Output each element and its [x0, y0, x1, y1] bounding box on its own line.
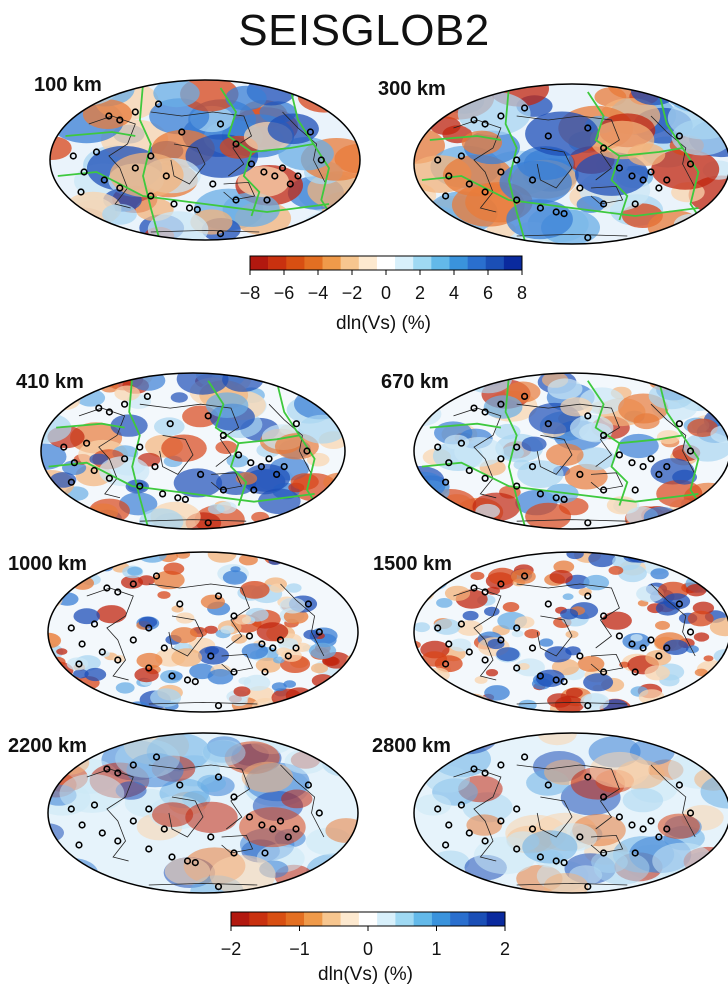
- colorbar-segment: [268, 256, 286, 270]
- colorbar-top-unit: dln(Vs) (%): [336, 313, 431, 335]
- colorbar-tick-label: 2: [500, 939, 510, 959]
- colorbar-tick-label: 0: [381, 283, 391, 303]
- map-panel-1: [384, 67, 728, 249]
- velocity-anomaly-field: [397, 364, 728, 537]
- colorbar-segment: [322, 912, 341, 926]
- colorbar-segment: [486, 256, 504, 270]
- colorbar-tick-label: 2: [415, 283, 425, 303]
- colorbar-tick-label: 1: [431, 939, 441, 959]
- colorbar-segment: [432, 912, 451, 926]
- colorbar-segment: [359, 256, 377, 270]
- map-panel-7: [414, 717, 728, 912]
- colorbar-1: −2 −1 0 1 2: [221, 912, 510, 959]
- colorbar-segment: [413, 256, 431, 270]
- colorbar-segment: [487, 912, 506, 926]
- colorbar-tick-label: −8: [240, 283, 261, 303]
- colorbar-segment: [468, 912, 487, 926]
- colorbar-segment: [250, 256, 268, 270]
- colorbar-0: −8 −6 −4 −2 0 2 4 6 8: [240, 256, 527, 303]
- colorbar-segment: [395, 256, 413, 270]
- colorbar-segment: [304, 912, 323, 926]
- map-panel-0: [28, 62, 384, 248]
- colorbar-segment: [359, 912, 378, 926]
- map-panel-5: [405, 543, 728, 718]
- colorbar-tick-label: −1: [289, 939, 310, 959]
- colorbar-tick-label: −6: [274, 283, 295, 303]
- colorbar-segment: [323, 256, 341, 270]
- colorbar-segment: [249, 912, 268, 926]
- map-panel-3: [397, 364, 728, 537]
- colorbar-tick-label: 0: [363, 939, 373, 959]
- colorbar-segment: [231, 912, 250, 926]
- colorbar-segment: [395, 912, 414, 926]
- colorbar-segment: [414, 912, 433, 926]
- map-panel-4: [35, 545, 368, 719]
- colorbar-segment: [431, 256, 449, 270]
- colorbar-tick-label: −2: [221, 939, 242, 959]
- colorbar-tick-label: 8: [517, 283, 527, 303]
- colorbar-segment: [449, 256, 467, 270]
- colorbar-segment: [286, 256, 304, 270]
- map-panel-2: [21, 359, 358, 537]
- colorbar-segment: [286, 912, 305, 926]
- map-panel-6: [30, 726, 367, 907]
- colorbar-segment: [304, 256, 322, 270]
- colorbar-tick-label: −2: [342, 283, 363, 303]
- colorbar-segment: [341, 256, 359, 270]
- colorbar-segment: [268, 912, 287, 926]
- colorbar-segment: [377, 912, 396, 926]
- colorbar-tick-label: 6: [483, 283, 493, 303]
- maps-layer: [21, 62, 728, 911]
- colorbar-bottom-unit: dln(Vs) (%): [318, 964, 413, 986]
- colorbar-segment: [377, 256, 395, 270]
- colorbar-segment: [504, 256, 522, 270]
- colorbar-tick-label: 4: [449, 283, 459, 303]
- colorbar-segment: [468, 256, 486, 270]
- colorbar-tick-label: −4: [308, 283, 329, 303]
- colorbar-segment: [341, 912, 360, 926]
- colorbar-segment: [450, 912, 469, 926]
